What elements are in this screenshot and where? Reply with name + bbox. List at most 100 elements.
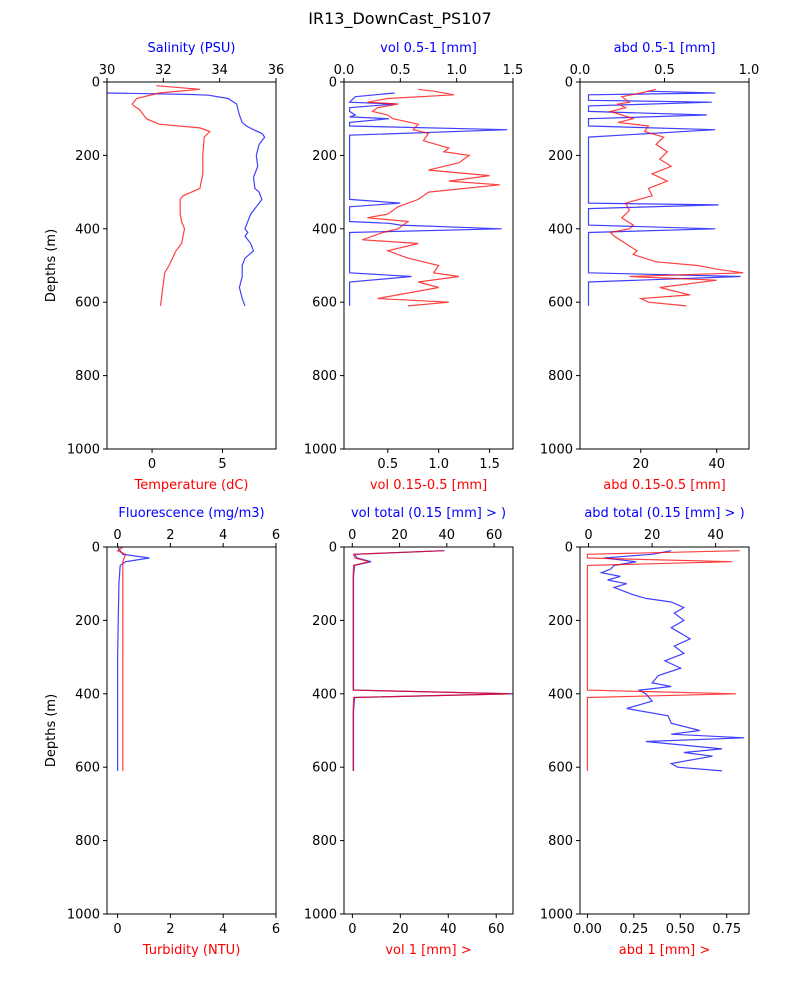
y-tick-label: 1000 (67, 908, 100, 923)
y-tick-label: 200 (75, 614, 100, 629)
panel-frame (579, 81, 750, 450)
bottom-axis-label: vol 0.15-0.5 [mm] (370, 478, 487, 493)
top-x-tick-label: 34 (211, 63, 228, 78)
y-tick-label: 0 (329, 541, 337, 556)
series-line-top (599, 550, 745, 772)
bottom-x-tick-label: 0.00 (573, 922, 602, 937)
bottom-x-tick-label: 1.0 (428, 457, 449, 472)
y-tick-label: 800 (312, 834, 337, 849)
top-axis-label: vol total (0.15 [mm] > ) (351, 506, 506, 521)
top-x-tick-label: 4 (219, 528, 227, 543)
top-x-tick-label: 40 (439, 528, 456, 543)
series-line-top (348, 92, 508, 306)
top-x-tick-label: 0 (348, 528, 356, 543)
bottom-x-tick-label: 2 (166, 922, 174, 937)
bottom-x-tick-label: 40 (708, 457, 725, 472)
y-tick-label: 600 (548, 761, 573, 776)
top-x-tick-label: 0.5 (390, 63, 411, 78)
series-line-bottom (352, 550, 511, 771)
y-tick-label: 600 (75, 296, 100, 311)
y-tick-label: 400 (75, 687, 100, 702)
bottom-axis-label: abd 1 [mm] > (619, 943, 711, 958)
y-tick-label: 200 (75, 149, 100, 164)
y-tick-label: 400 (312, 687, 337, 702)
top-x-tick-label: 20 (644, 528, 661, 543)
top-x-tick-label: 20 (391, 528, 408, 543)
top-x-tick-label: 60 (486, 528, 503, 543)
top-x-tick-label: 0.5 (654, 63, 675, 78)
top-x-tick-label: 0 (584, 528, 592, 543)
bottom-x-tick-label: 40 (440, 922, 457, 937)
series-line-bottom (362, 88, 500, 307)
bottom-x-tick-label: 20 (632, 457, 649, 472)
bottom-x-tick-label: 5 (218, 457, 226, 472)
series-line-bottom (586, 550, 740, 771)
top-x-tick-label: 32 (155, 63, 172, 78)
series-line-bottom (131, 85, 211, 306)
panel-frame (343, 546, 514, 915)
y-tick-label: 600 (548, 296, 573, 311)
bottom-x-tick-label: 0 (148, 457, 156, 472)
bottom-x-tick-label: 6 (272, 922, 280, 937)
y-tick-label: 1000 (304, 908, 337, 923)
top-x-tick-label: 30 (99, 63, 116, 78)
top-x-tick-label: 6 (272, 528, 280, 543)
series-line-bottom (608, 88, 744, 307)
y-tick-label: 1000 (540, 443, 573, 458)
y-tick-label: 400 (548, 222, 573, 237)
y-tick-label: 400 (312, 222, 337, 237)
top-x-tick-label: 0.0 (570, 63, 591, 78)
series-line-bottom (116, 547, 127, 771)
bottom-x-tick-label: 1.5 (479, 457, 500, 472)
y-tick-label: 200 (312, 614, 337, 629)
y-tick-label: 800 (75, 369, 100, 384)
y-tick-label: 0 (565, 76, 573, 91)
bottom-x-tick-label: 0.50 (666, 922, 695, 937)
y-tick-label: 1000 (304, 443, 337, 458)
panel-frame (579, 546, 750, 915)
y-tick-label: 200 (548, 614, 573, 629)
bottom-axis-label: Turbidity (NTU) (142, 943, 241, 958)
top-axis-label: abd total (0.15 [mm] > ) (584, 506, 744, 521)
panel-2: 0 200 400 600 800 1000 0.0 0.5 1.0 1.5 vol 0.5-1 [… (304, 41, 523, 493)
bottom-x-tick-label: 0.25 (619, 922, 648, 937)
top-axis-label: Fluorescence (mg/m3) (118, 506, 264, 521)
y-tick-label: 600 (75, 761, 100, 776)
y-tick-label: 600 (312, 296, 337, 311)
y-tick-label: 1000 (540, 908, 573, 923)
panel-6: 0 200 400 600 800 1000 0 20 40 abd total (0.15 [m… (540, 506, 750, 958)
bottom-x-tick-label: 20 (392, 922, 409, 937)
y-tick-label: 800 (548, 834, 573, 849)
bottom-x-tick-label: 0 (348, 922, 356, 937)
y-tick-label: 200 (548, 149, 573, 164)
panel-frame (343, 81, 514, 450)
panel-4: 0 200 400 600 800 1000 0 2 4 6 Fluorescence (mg/m3… (44, 506, 280, 958)
top-x-tick-label: 36 (268, 63, 285, 78)
top-x-tick-label: 1.5 (503, 63, 524, 78)
panel-frame (106, 81, 277, 450)
y-tick-label: 400 (75, 222, 100, 237)
y-tick-label: 0 (329, 76, 337, 91)
y-tick-label: 200 (312, 149, 337, 164)
bottom-x-tick-label: 0.5 (377, 457, 398, 472)
y-tick-label: 600 (312, 761, 337, 776)
y-tick-label: 800 (312, 369, 337, 384)
bottom-axis-label: abd 0.15-0.5 [mm] (603, 478, 726, 493)
top-x-tick-label: 40 (707, 528, 724, 543)
bottom-axis-label: Temperature (dC) (134, 478, 249, 493)
y-tick-label: 1000 (67, 443, 100, 458)
y-tick-label: 800 (75, 834, 100, 849)
top-x-tick-label: 1.0 (739, 63, 760, 78)
top-axis-label: abd 0.5-1 [mm] (614, 41, 716, 56)
panel-3: 0 200 400 600 800 1000 0.0 0.5 1.0 abd 0.5-1 [mm]… (540, 41, 759, 493)
series-line-top (107, 92, 266, 307)
top-axis-label: vol 0.5-1 [mm] (380, 41, 477, 56)
top-x-tick-label: 2 (166, 528, 174, 543)
bottom-axis-label: vol 1 [mm] > (385, 943, 471, 958)
figure-title: IR13_DownCast_PS107 (308, 9, 491, 29)
y-axis-label: Depths (m) (44, 229, 59, 302)
top-x-tick-label: 0 (113, 528, 121, 543)
